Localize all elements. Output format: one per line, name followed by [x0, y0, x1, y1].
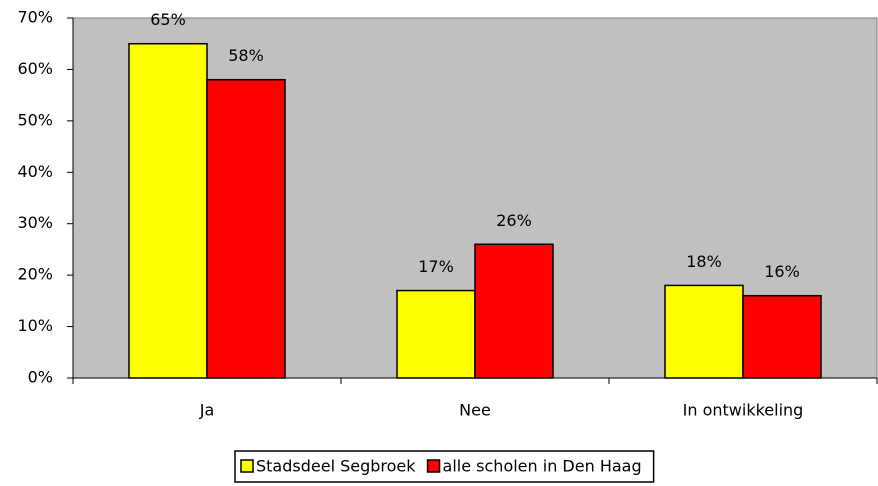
x-tick-label: Ja — [199, 401, 215, 420]
value-label: 65% — [150, 10, 186, 29]
legend-swatch — [426, 459, 441, 473]
y-tick-label: 70% — [17, 8, 53, 27]
y-tick-label: 0% — [28, 368, 53, 387]
value-label: 26% — [496, 211, 532, 230]
y-tick-label: 50% — [17, 110, 53, 129]
bar — [396, 289, 476, 379]
bar — [474, 243, 554, 379]
bar — [742, 294, 822, 379]
legend — [234, 450, 655, 483]
legend-swatch — [240, 459, 254, 473]
y-tick-label: 30% — [17, 213, 53, 232]
legend-label: alle scholen in Den Haag — [443, 457, 642, 476]
y-tick-label: 60% — [17, 59, 53, 78]
bar — [206, 78, 286, 379]
x-tick-label: Nee — [459, 401, 491, 420]
value-label: 58% — [228, 46, 264, 65]
value-label: 18% — [686, 252, 722, 271]
y-tick-label: 20% — [17, 265, 53, 284]
bar — [664, 284, 744, 379]
value-label: 17% — [418, 257, 454, 276]
x-tick-label: In ontwikkeling — [683, 401, 804, 420]
y-tick-label: 10% — [17, 316, 53, 335]
legend-label: Stadsdeel Segbroek — [256, 457, 416, 476]
value-label: 16% — [764, 262, 800, 281]
bar — [128, 42, 208, 379]
y-tick-label: 40% — [17, 162, 53, 181]
